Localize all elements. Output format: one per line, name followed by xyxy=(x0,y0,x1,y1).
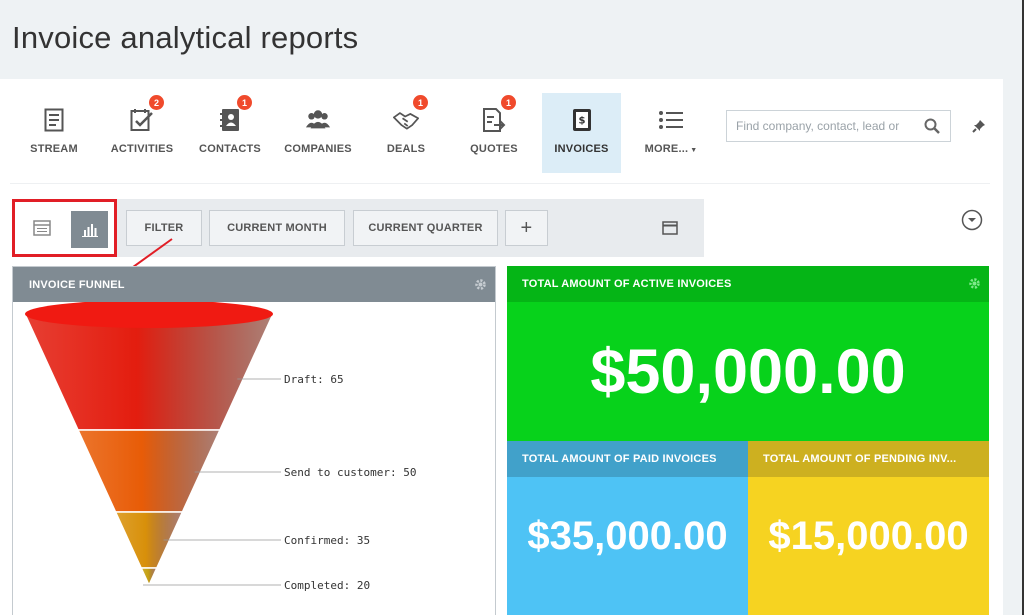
more-icon xyxy=(658,107,684,133)
report-toolbar: FILTER CURRENT MONTH CURRENT QUARTER + xyxy=(12,199,704,257)
invoice-funnel-card: INVOICE FUNNEL Draft: 65 Send to customer… xyxy=(12,266,496,615)
nav-divider xyxy=(10,183,990,184)
current-month-button[interactable]: CURRENT MONTH xyxy=(209,210,345,246)
gear-icon[interactable] xyxy=(474,278,487,294)
funnel-stage-label: Draft: 65 xyxy=(284,373,344,386)
funnel-segment-0[interactable] xyxy=(23,313,275,431)
nav-item-label: DEALS xyxy=(386,143,426,155)
activities-icon xyxy=(129,107,155,133)
paid-invoices-title: TOTAL AMOUNT OF PAID INVOICES xyxy=(522,453,717,465)
funnel-segment-1[interactable] xyxy=(76,429,222,513)
pending-invoices-title: TOTAL AMOUNT OF PENDING INV... xyxy=(763,453,957,465)
nav-item-label: STREAM xyxy=(30,143,78,155)
quotes-count-badge: 1 xyxy=(501,95,516,110)
nav-item-label: MORE... xyxy=(644,143,689,155)
paid-invoices-tile: TOTAL AMOUNT OF PAID INVOICES $35,000.00 xyxy=(507,441,748,615)
funnel-stage-label: Confirmed: 35 xyxy=(284,534,370,547)
funnel-stage-label: Completed: 20 xyxy=(284,579,370,592)
contacts-icon xyxy=(217,107,243,133)
pending-invoices-header: TOTAL AMOUNT OF PENDING INV... xyxy=(748,441,989,477)
gear-icon[interactable] xyxy=(968,277,981,293)
current-quarter-button[interactable]: CURRENT QUARTER xyxy=(353,210,498,246)
nav-item-companies[interactable]: COMPANIES xyxy=(274,93,362,173)
paid-invoices-header: TOTAL AMOUNT OF PAID INVOICES xyxy=(507,441,748,477)
nav-item-quotes[interactable]: 1 QUOTES xyxy=(450,93,538,173)
collapse-icon[interactable] xyxy=(961,209,983,236)
funnel-chart: Draft: 65 Send to customer: 50 Confirmed: … xyxy=(23,302,416,592)
quotes-icon xyxy=(481,107,507,133)
search-box[interactable] xyxy=(726,110,951,142)
add-filter-button[interactable]: + xyxy=(505,210,548,246)
active-invoices-title: TOTAL AMOUNT OF ACTIVE INVOICES xyxy=(522,278,732,290)
list-view-icon[interactable] xyxy=(33,220,51,241)
nav-item-contacts[interactable]: 1 CONTACTS xyxy=(186,93,274,173)
activities-count-badge: 2 xyxy=(149,95,164,110)
crm-panel: STREAM 2 ACTIVITIES 1 CONTACTS COMPANIES… xyxy=(0,79,1003,615)
stream-icon xyxy=(41,107,67,133)
funnel-card-title: INVOICE FUNNEL xyxy=(29,278,125,291)
paid-invoices-amount: $35,000.00 xyxy=(527,513,728,558)
funnel-stage-label: Send to customer: 50 xyxy=(284,466,416,479)
crm-nav-bar: STREAM 2 ACTIVITIES 1 CONTACTS COMPANIES… xyxy=(10,93,715,173)
search-input[interactable] xyxy=(736,119,921,133)
active-invoices-header: TOTAL AMOUNT OF ACTIVE INVOICES xyxy=(507,266,989,302)
nav-item-label: INVOICES xyxy=(554,143,609,155)
nav-item-label: QUOTES xyxy=(470,143,518,155)
page-title: Invoice analytical reports xyxy=(12,20,359,55)
active-invoices-amount: $50,000.00 xyxy=(590,336,906,407)
window-edge xyxy=(1022,0,1024,615)
svg-text:$: $ xyxy=(578,116,585,127)
nav-item-label: COMPANIES xyxy=(284,143,352,155)
nav-item-label: ACTIVITIES xyxy=(110,143,174,155)
filter-button[interactable]: FILTER xyxy=(126,210,202,246)
search-icon[interactable] xyxy=(924,118,940,139)
window-icon[interactable] xyxy=(662,221,678,240)
companies-icon xyxy=(305,107,331,133)
view-toggle-group xyxy=(12,199,117,257)
caret-down-icon: ▼ xyxy=(690,147,698,154)
chart-view-button[interactable] xyxy=(71,211,108,248)
nav-item-deals[interactable]: 1 DEALS xyxy=(362,93,450,173)
active-invoices-tile: TOTAL AMOUNT OF ACTIVE INVOICES $50,000.… xyxy=(507,266,989,441)
funnel-card-header: INVOICE FUNNEL xyxy=(13,267,495,302)
funnel-segment-3[interactable] xyxy=(140,567,158,587)
pin-icon[interactable] xyxy=(972,119,986,138)
nav-item-label: CONTACTS xyxy=(199,143,261,155)
funnel-top-ellipse xyxy=(25,302,273,328)
nav-item-more[interactable]: MORE... ▼ xyxy=(627,93,715,173)
nav-item-activities[interactable]: 2 ACTIVITIES xyxy=(98,93,186,173)
bar-chart-icon xyxy=(81,223,98,237)
invoices-icon: $ xyxy=(569,107,595,133)
deals-count-badge: 1 xyxy=(413,95,428,110)
contacts-count-badge: 1 xyxy=(237,95,252,110)
nav-item-invoices[interactable]: $ INVOICES xyxy=(542,93,621,173)
pending-invoices-tile: TOTAL AMOUNT OF PENDING INV... $15,000.0… xyxy=(748,441,989,615)
nav-item-stream[interactable]: STREAM xyxy=(10,93,98,173)
more-label-wrap: MORE... ▼ xyxy=(645,143,698,155)
pending-invoices-amount: $15,000.00 xyxy=(768,513,969,558)
deals-icon xyxy=(393,107,419,133)
